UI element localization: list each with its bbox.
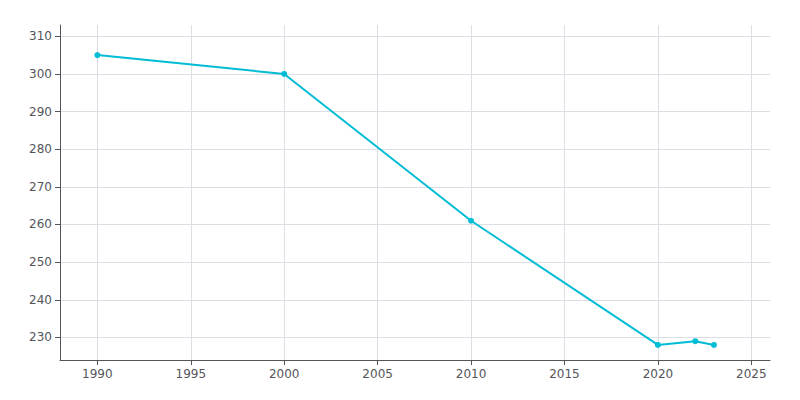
svg-text:310: 310: [29, 29, 52, 43]
svg-text:270: 270: [29, 180, 52, 194]
svg-text:300: 300: [29, 67, 52, 81]
svg-text:2020: 2020: [643, 367, 674, 381]
svg-text:240: 240: [29, 293, 52, 307]
svg-text:1995: 1995: [176, 367, 207, 381]
svg-text:2000: 2000: [269, 367, 300, 381]
svg-text:2010: 2010: [456, 367, 487, 381]
svg-text:290: 290: [29, 105, 52, 119]
svg-text:230: 230: [29, 330, 52, 344]
svg-text:2005: 2005: [362, 367, 393, 381]
svg-text:1990: 1990: [82, 367, 113, 381]
svg-text:2015: 2015: [549, 367, 580, 381]
svg-text:2025: 2025: [736, 367, 767, 381]
svg-text:260: 260: [29, 217, 52, 231]
svg-text:280: 280: [29, 142, 52, 156]
svg-text:250: 250: [29, 255, 52, 269]
